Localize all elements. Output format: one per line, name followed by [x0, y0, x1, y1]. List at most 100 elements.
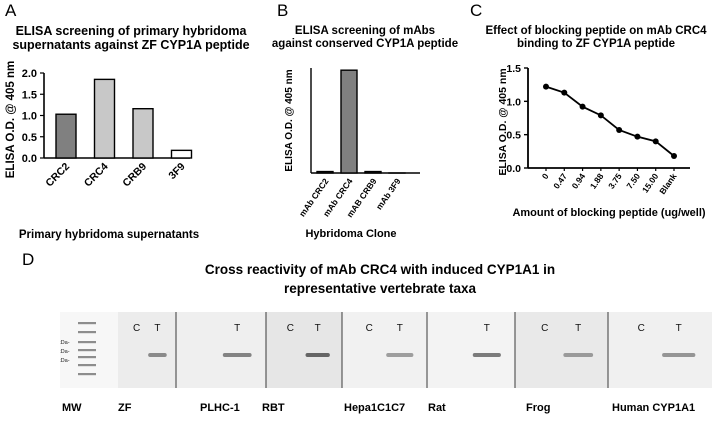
panel-c-title-line-1: Effect of blocking peptide on mAb CRC4 — [485, 25, 707, 37]
panel-d-title: Cross reactivity of mAb CRC4 with induce… — [180, 260, 580, 298]
blot-treated-label: T — [397, 323, 403, 334]
panel-c-title-line-2: binding to ZF CYP1A peptide — [516, 38, 675, 50]
panel-letter-d: D — [22, 250, 35, 269]
panel-b-title-line-2: against conserved CYP1A peptide — [271, 38, 459, 50]
chart-a-y-tick-label: 0.0 — [22, 153, 37, 165]
panel-b-title: ELISA screening of mAbs against conserve… — [270, 25, 460, 51]
chart-c-y-tick-label: 0.0 — [506, 163, 521, 175]
chart-c-point — [597, 112, 604, 119]
chart-a-bar — [55, 113, 77, 159]
blot-panel — [266, 312, 342, 388]
chart-a-y-tick-label: 1.5 — [22, 89, 37, 101]
chart-b-bar — [364, 170, 382, 174]
lane-label: Hepa1C1C7 — [344, 402, 406, 414]
panel-letter-a: A — [5, 1, 17, 20]
panel-b-title-line-1: ELISA screening of mAbs — [294, 25, 436, 37]
chart-c-x-tick-label: 0.47 — [551, 171, 569, 191]
chart-b-x-tick-label: mAb 3F9 — [374, 176, 403, 211]
mw-ladder-band — [78, 373, 96, 376]
chart-c-x-tick-label: 1.88 — [588, 171, 606, 191]
chart-a-x-tick-label: CRC2 — [43, 161, 72, 190]
blot-control-label: C — [541, 323, 548, 334]
chart-a-y-label: ELISA O.D. @ 405 nm — [5, 61, 17, 179]
blot-control-label: C — [366, 323, 373, 334]
mw-ladder-band — [78, 331, 96, 334]
mw-ladder-band — [78, 364, 96, 367]
panel-letter-b: B — [277, 1, 289, 20]
mw-ladder-band — [78, 356, 96, 359]
lane-label: Rat — [428, 402, 446, 414]
blot-band — [563, 353, 594, 357]
panel-a-title: ELISA screening of primary hybridoma sup… — [0, 24, 262, 52]
chart-c-point — [561, 89, 568, 96]
chart-c-x-tick-label: 0 — [540, 171, 551, 181]
chart-c-y-label: ELISA O.D. @ 405 nm — [497, 68, 509, 175]
chart-c-point — [579, 103, 586, 110]
panel-letter-c: C — [470, 1, 483, 20]
chart-b-bar — [340, 69, 358, 174]
lane-label: Frog — [526, 402, 551, 414]
mw-marker-label: 64 kDa- — [60, 349, 70, 355]
chart-a-y-tick-label: 0.5 — [22, 132, 37, 144]
chart-c-x-tick-label: Blank — [657, 171, 679, 196]
blot-treated-label: T — [575, 323, 581, 334]
chart-a-y-tick-label: 1.0 — [22, 111, 37, 123]
blot-band — [148, 353, 167, 357]
lane-label: Human CYP1A1 — [612, 402, 696, 414]
blot-treated-label: T — [315, 323, 321, 334]
chart-c-x-tick-label: 0.94 — [570, 171, 588, 191]
mw-ladder-band — [78, 322, 96, 325]
chart-c-y-tick-label: 1.0 — [506, 96, 521, 108]
chart-c-series-line — [545, 85, 675, 157]
lane-label: PLHC-1 — [200, 402, 240, 414]
blot-treated-label: T — [484, 323, 490, 334]
blot-band — [472, 353, 501, 357]
blot-band — [386, 353, 414, 357]
blot-panel — [515, 312, 608, 388]
blot-band — [222, 353, 252, 357]
chart-a-bar — [132, 107, 154, 159]
lane-label: MW — [62, 402, 82, 414]
mw-ladder-band — [78, 349, 96, 352]
chart-c-y-tick-label: 0.5 — [506, 130, 521, 142]
chart-c-point — [634, 133, 641, 140]
panel-d-title-line-2: representative vertebrate taxa — [283, 281, 477, 296]
blot-panel — [427, 312, 515, 388]
chart-c-point — [616, 127, 623, 133]
blot-image: 75 kDa- 64 kDa- 48 kDa- C T T C T C T T C T C T — [50, 311, 713, 389]
chart-a-bar — [170, 149, 193, 159]
chart-c-y-tick-label: 1.5 — [506, 63, 521, 75]
chart-b-x-label: Hybridoma Clone — [305, 228, 396, 240]
chart-a-x-tick-label: CRB9 — [120, 161, 149, 190]
blot-panel — [118, 312, 176, 388]
blot-band — [305, 353, 330, 357]
blot-treated-label: T — [676, 323, 682, 334]
blot-panel — [608, 312, 712, 388]
blot-treated-label: T — [154, 323, 160, 334]
western-blot: 75 kDa- 64 kDa- 48 kDa- C T T C T C T T C T C T — [50, 311, 713, 389]
chart-c-point — [543, 83, 549, 90]
blot-band — [662, 353, 696, 357]
blot-control-label: C — [638, 323, 645, 334]
chart-b-y-label: ELISA O.D. @ 405 nm — [284, 69, 295, 171]
chart-c-x-label: Amount of blocking peptide (ug/well) — [512, 207, 705, 219]
chart-c-point — [652, 138, 659, 145]
chart-b-bar — [316, 170, 334, 174]
panel-a-title-line-1: ELISA screening of primary hybridoma — [15, 24, 247, 38]
panel-c-title: Effect of blocking peptide on mAb CRC4 b… — [478, 25, 714, 51]
chart-c-point — [671, 153, 677, 159]
panel-a-title-line-2: supernatants against ZF CYP1A peptide — [12, 38, 250, 52]
mw-ladder-band — [78, 341, 96, 344]
blot-treated-label: T — [234, 323, 240, 334]
blot-panel — [342, 312, 427, 388]
chart-c-x-tick-label: 3.75 — [606, 171, 624, 191]
chart-a-x-label: Primary hybridoma supernatants — [19, 229, 199, 241]
chart-a-bar — [93, 78, 116, 159]
panel-d-title-line-1: Cross reactivity of mAb CRC4 with induce… — [204, 262, 556, 277]
blot-panel — [176, 312, 266, 388]
mw-marker-label: 48 kDa- — [60, 358, 70, 364]
blot-control-label: C — [133, 323, 140, 334]
chart-a-y-tick-label: 2.0 — [22, 68, 37, 80]
blot-control-label: C — [287, 323, 294, 334]
